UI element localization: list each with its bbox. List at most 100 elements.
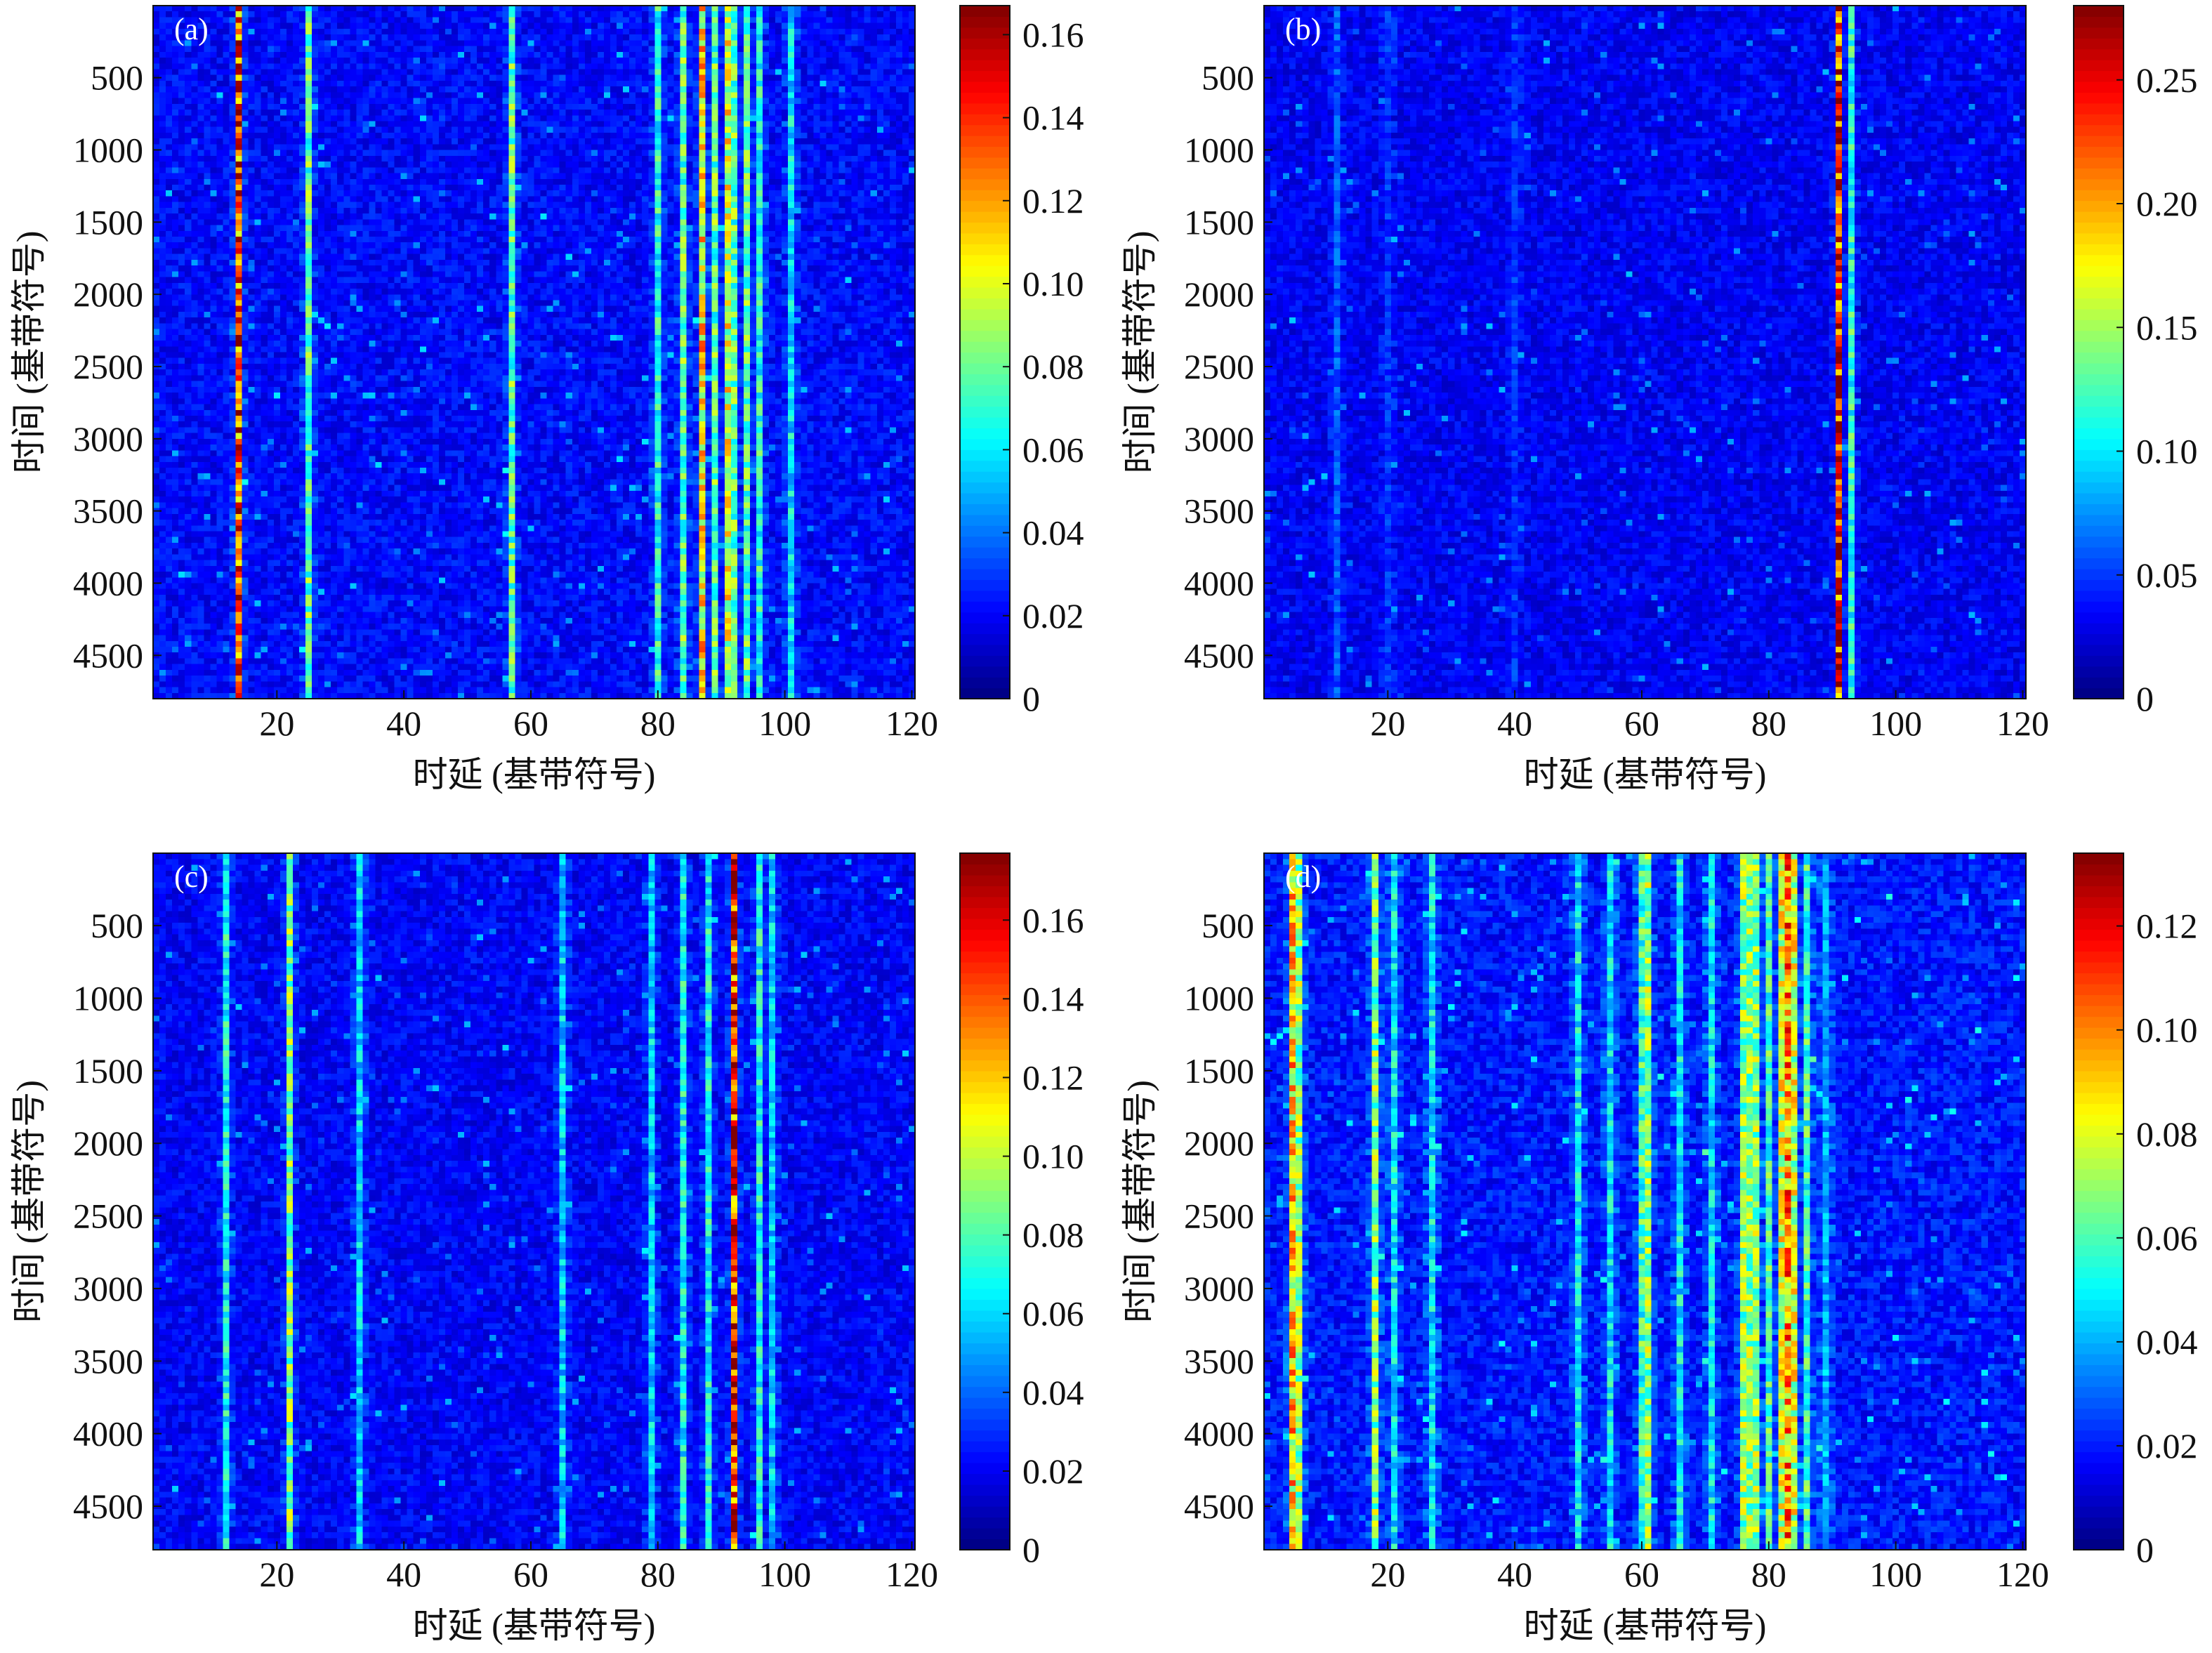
colorbar-segment — [2074, 1049, 2124, 1061]
colorbar-segment — [960, 601, 1010, 613]
colorbar-segment — [2074, 1168, 2124, 1180]
colorbar-segment — [2074, 1180, 2124, 1192]
colorbar-segment — [2074, 1060, 2124, 1072]
colorbar-segment — [2074, 1081, 2124, 1093]
colorbar-tick-label: 0.16 — [1022, 15, 1084, 54]
y-tick-label: 3500 — [73, 1341, 143, 1381]
colorbar-tick-label: 0.25 — [2136, 60, 2198, 100]
y-tick-label: 500 — [1202, 906, 1254, 945]
colorbar-segment — [960, 320, 1010, 331]
colorbar-frame — [959, 5, 1010, 699]
colorbar-segment — [2074, 590, 2124, 602]
colorbar-segment — [960, 395, 1010, 407]
colorbar-segment — [2074, 1376, 2124, 1388]
colorbar-tick-label: 0.04 — [1022, 1373, 1084, 1412]
colorbar-segment — [2074, 940, 2124, 952]
x-tick-label: 80 — [1751, 704, 1786, 743]
colorbar-segment — [2074, 853, 2124, 865]
y-tick-label: 2500 — [1184, 347, 1254, 386]
y-tick-label: 1500 — [73, 1051, 143, 1091]
colorbar-segment — [960, 929, 1010, 941]
y-tick-label: 4000 — [1184, 563, 1254, 602]
colorbar-segment — [2074, 1321, 2124, 1333]
colorbar-segment — [960, 984, 1010, 996]
panel-c: 20 40 60 80 100 120 500 1000 1500 2000 2500 3000 350… — [9, 852, 1084, 1645]
plot-frame — [1263, 852, 2027, 1550]
colorbar-segment — [2074, 1473, 2124, 1485]
colorbar-segment — [960, 897, 1010, 909]
colorbar-segment — [960, 864, 1010, 876]
colorbar-segment — [2074, 864, 2124, 876]
colorbar-segment — [2074, 1125, 2124, 1137]
colorbar-segment — [960, 6, 1010, 18]
y-tick-label: 2000 — [1184, 275, 1254, 314]
colorbar-segment — [960, 1147, 1010, 1159]
colorbar-segment — [960, 1125, 1010, 1137]
colorbar-segment — [960, 612, 1010, 624]
colorbar-frame — [2073, 852, 2124, 1550]
x-tick-label: 40 — [386, 704, 421, 743]
colorbar-segment — [2074, 362, 2124, 374]
y-tick-label: 2500 — [73, 1197, 143, 1236]
colorbar-segment — [960, 200, 1010, 212]
colorbar-segment — [960, 27, 1010, 39]
colorbar-tick-label: 0.12 — [2136, 907, 2198, 946]
colorbar-segment — [960, 579, 1010, 591]
colorbar-segment — [960, 1289, 1010, 1300]
colorbar-segment — [960, 1473, 1010, 1485]
colorbar-segment — [2074, 114, 2124, 126]
x-tick-label: 40 — [386, 1555, 421, 1594]
colorbar-segment — [960, 352, 1010, 364]
colorbar-segment — [2074, 287, 2124, 298]
colorbar-segment — [960, 558, 1010, 569]
colorbar-segment — [960, 677, 1010, 689]
panel-a: 20 40 60 80 100 120 500 1000 1500 2000 2500 3000 350… — [9, 5, 1084, 794]
colorbar-segment — [2074, 1299, 2124, 1311]
colorbar-segment — [2074, 460, 2124, 472]
colorbar-segment — [960, 1397, 1010, 1409]
colorbar-segment — [960, 362, 1010, 374]
colorbar-segment — [960, 1277, 1010, 1289]
colorbar-segment — [2074, 875, 2124, 887]
colorbar-segment — [960, 146, 1010, 158]
y-tick-label: 1000 — [1184, 979, 1254, 1018]
y-tick-label: 2000 — [73, 275, 143, 314]
colorbar-segment — [960, 525, 1010, 537]
x-tick-label: 120 — [1996, 1555, 2049, 1594]
panel-label: (d) — [1285, 860, 1321, 894]
colorbar-segment — [2074, 254, 2124, 266]
x-tick-label: 60 — [513, 1555, 548, 1594]
colorbar-segment — [2074, 973, 2124, 984]
colorbar-segment — [960, 1528, 1010, 1540]
colorbar-segment — [2074, 428, 2124, 440]
colorbar-segment — [2074, 298, 2124, 310]
colorbar-segment — [2074, 1517, 2124, 1529]
colorbar-segment — [960, 1223, 1010, 1235]
colorbar-tick-label: 0 — [2136, 1530, 2154, 1569]
y-tick-label: 3000 — [1184, 419, 1254, 459]
colorbar-segment — [960, 687, 1010, 699]
colorbar-segment — [960, 1158, 1010, 1170]
colorbar-segment — [2074, 27, 2124, 39]
colorbar-segment — [960, 994, 1010, 1006]
colorbar-segment — [960, 1180, 1010, 1192]
x-tick-label: 80 — [1751, 1555, 1786, 1594]
colorbar-segment — [960, 633, 1010, 645]
colorbar-segment — [2074, 1430, 2124, 1442]
colorbar-segment — [2074, 395, 2124, 407]
colorbar-segment — [960, 1376, 1010, 1388]
colorbar-segment — [2074, 330, 2124, 342]
colorbar-segment — [960, 1267, 1010, 1279]
colorbar-segment — [960, 1212, 1010, 1224]
y-tick-label: 4500 — [1184, 635, 1254, 675]
colorbar-segment — [2074, 1506, 2124, 1518]
colorbar-segment — [960, 428, 1010, 440]
colorbar-segment — [2074, 265, 2124, 277]
colorbar-segment — [960, 1451, 1010, 1463]
colorbar-segment — [2074, 984, 2124, 996]
colorbar-segment — [2074, 276, 2124, 288]
colorbar-segment — [2074, 929, 2124, 941]
colorbar-segment — [2074, 918, 2124, 930]
colorbar-segment — [960, 514, 1010, 526]
colorbar-segment — [960, 92, 1010, 104]
